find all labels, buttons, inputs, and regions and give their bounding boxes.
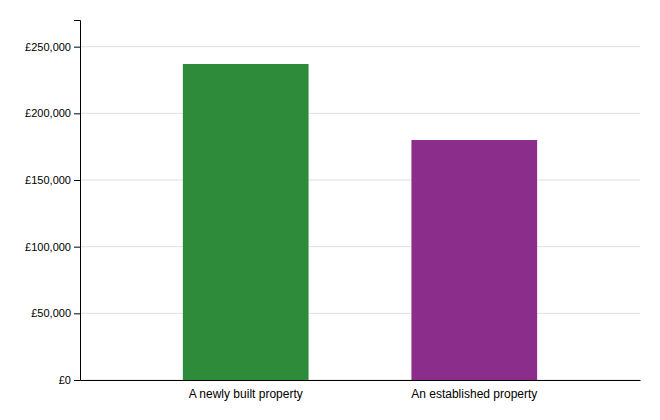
bars (183, 64, 537, 380)
grid-line (80, 246, 640, 247)
x-tick-label: A newly built property (189, 387, 303, 401)
y-axis: £0 £50,000 £100,000 £150,000 £200,000 £250,00… (25, 21, 80, 387)
y-tick: £0 (59, 374, 80, 386)
grid (80, 47, 640, 380)
y-tick-label: £200,000 (25, 107, 71, 119)
y-tick: £100,000 (25, 241, 80, 253)
y-tick-mark (74, 313, 80, 314)
y-axis-line (74, 21, 81, 381)
y-tick-label: £100,000 (25, 241, 71, 253)
y-tick: £200,000 (25, 107, 80, 119)
y-tick-label: £150,000 (25, 174, 71, 186)
grid-line (80, 380, 640, 381)
y-tick-label: £50,000 (31, 307, 71, 319)
y-tick-mark (74, 247, 80, 248)
x-axis: A newly built property An established pro… (81, 381, 641, 401)
chart: £0 £50,000 £100,000 £150,000 £200,000 £250,00… (0, 0, 660, 420)
grid-line (80, 180, 640, 181)
y-tick: £150,000 (25, 174, 80, 186)
y-tick-label: £250,000 (25, 41, 71, 53)
y-tick-label: £0 (59, 374, 71, 386)
y-tick-mark (74, 380, 80, 381)
grid-line (80, 313, 640, 314)
y-tick: £50,000 (31, 307, 80, 319)
y-tick-mark (74, 47, 80, 48)
y-tick: £250,000 (25, 41, 80, 53)
x-tick: An established property (411, 387, 537, 401)
bar (411, 140, 537, 380)
grid-line (80, 46, 640, 47)
x-tick-label: An established property (411, 387, 537, 401)
bar (183, 64, 309, 380)
y-tick-mark (74, 113, 80, 114)
grid-line (80, 113, 640, 114)
x-axis-line (81, 380, 641, 381)
x-tick: A newly built property (189, 387, 303, 401)
y-tick-mark (74, 180, 80, 181)
plot: £0 £50,000 £100,000 £150,000 £200,000 £250,00… (25, 21, 640, 401)
